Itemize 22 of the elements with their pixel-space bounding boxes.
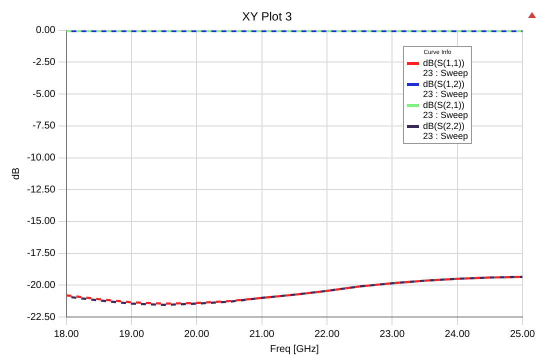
y-tick-label: -7.50 <box>32 120 56 132</box>
x-tick-label: 24.00 <box>444 328 470 340</box>
y-tick-label: -20.00 <box>26 280 56 291</box>
x-tick-label: 23.00 <box>380 328 406 340</box>
y-tick-label: -17.50 <box>26 248 56 260</box>
chart-title: XY Plot 3 <box>242 10 292 24</box>
y-tick-label: -22.50 <box>26 312 56 323</box>
x-tick-label: 21.00 <box>249 328 275 340</box>
y-tick-label: -12.50 <box>26 184 56 196</box>
x-tick-label: 20.00 <box>184 328 210 340</box>
y-axis-title: dB <box>10 167 22 180</box>
y-tick-label: -5.00 <box>32 88 56 100</box>
legend-label: dB(S(2,2)) 23 : Sweep <box>422 121 468 141</box>
y-tick-label: -10.00 <box>26 152 56 164</box>
x-axis-title: Freq [GHz] <box>270 344 320 355</box>
y-tick-label: 0.00 <box>36 25 56 36</box>
y-tick-label: -15.00 <box>26 216 56 228</box>
x-tick-label: 18.00 <box>54 328 80 340</box>
x-tick-label: 19.00 <box>119 328 144 340</box>
x-tick-label: 22.00 <box>314 328 340 340</box>
y-tick-label: -2.50 <box>32 56 56 68</box>
x-tick-label: 25.00 <box>510 328 536 340</box>
